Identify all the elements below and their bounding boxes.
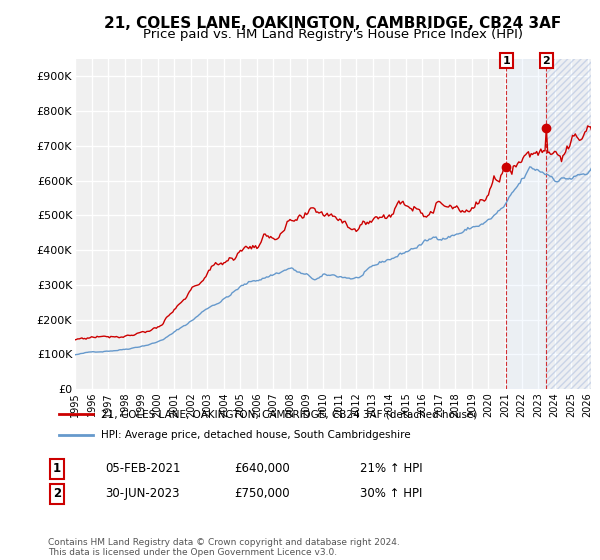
Bar	[547, 59, 591, 389]
Bar	[547, 59, 591, 389]
Text: 05-FEB-2021: 05-FEB-2021	[105, 462, 181, 475]
Text: Price paid vs. HM Land Registry's House Price Index (HPI): Price paid vs. HM Land Registry's House …	[143, 28, 523, 41]
Text: 30-JUN-2023: 30-JUN-2023	[105, 487, 179, 501]
Text: 21, COLES LANE, OAKINGTON, CAMBRIDGE, CB24 3AF (detached house): 21, COLES LANE, OAKINGTON, CAMBRIDGE, CB…	[101, 409, 477, 419]
Bar	[506, 59, 547, 389]
Text: 2: 2	[542, 55, 550, 66]
Text: 21% ↑ HPI: 21% ↑ HPI	[360, 462, 422, 475]
Text: 1: 1	[53, 462, 61, 475]
Text: £640,000: £640,000	[234, 462, 290, 475]
Text: Contains HM Land Registry data © Crown copyright and database right 2024.
This d: Contains HM Land Registry data © Crown c…	[48, 538, 400, 557]
Text: 30% ↑ HPI: 30% ↑ HPI	[360, 487, 422, 501]
Text: HPI: Average price, detached house, South Cambridgeshire: HPI: Average price, detached house, Sout…	[101, 431, 410, 441]
Text: 1: 1	[502, 55, 510, 66]
Text: 2: 2	[53, 487, 61, 501]
Text: 21, COLES LANE, OAKINGTON, CAMBRIDGE, CB24 3AF: 21, COLES LANE, OAKINGTON, CAMBRIDGE, CB…	[104, 16, 562, 31]
Text: £750,000: £750,000	[234, 487, 290, 501]
